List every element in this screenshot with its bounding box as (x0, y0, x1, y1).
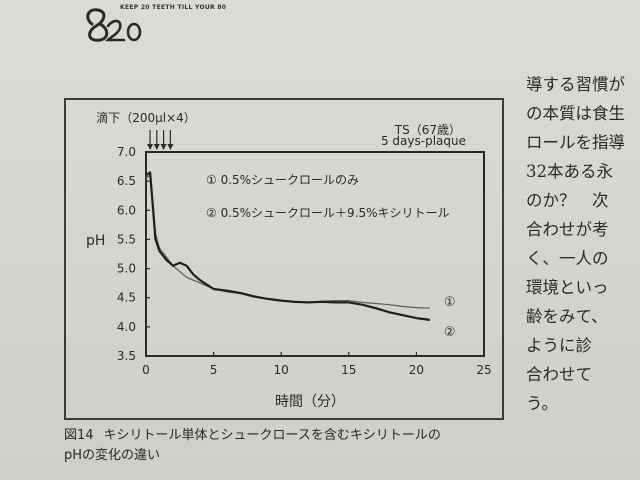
series-2-line (145, 171, 431, 321)
ph-line-chart: 滴下（200μl×4） TS（67歳） 5 days-plaque ① 0.5%… (86, 110, 492, 410)
plot-axes: 3.5 4.0 4.5 5.0 5.5 6.0 6.5 7.0 0 5 10 15 20 25 (117, 145, 492, 377)
x-tick-label: 10 (274, 363, 289, 377)
plot-box (145, 151, 485, 357)
x-tick-label: 25 (476, 363, 491, 377)
body-text-line: の本質は食生 (526, 104, 625, 123)
y-tick-label: 4.5 (117, 291, 136, 305)
logo-text: KEEP 20 TEETH TILL YOUR 80 (120, 4, 227, 11)
drop-arrowhead (160, 144, 167, 150)
y-axis-label: pH (86, 233, 105, 249)
drop-arrowhead (147, 144, 154, 150)
logo-8020-icon (86, 8, 142, 42)
x-tick-label: 5 (210, 363, 218, 377)
caption-line-2: pHの変化の違い (64, 448, 161, 463)
y-tick-label: 4.0 (117, 320, 136, 334)
legend-series-2: ② 0.5%シュークロール＋9.5%キシリトール (206, 206, 450, 220)
y-tick-label: 7.0 (117, 145, 136, 159)
drop-annotation-label: 滴下（200μl×4） (96, 110, 196, 125)
y-tick-label: 5.5 (117, 232, 136, 246)
body-text-line: 導する習慣が (526, 75, 625, 94)
y-tick-label: 6.0 (117, 203, 136, 217)
chart-frame: 滴下（200μl×4） TS（67歳） 5 days-plaque ① 0.5%… (64, 98, 504, 420)
body-text-line: のか？ 次 (526, 191, 609, 210)
y-tick-label: 3.5 (117, 349, 136, 363)
drop-arrowhead (153, 144, 160, 150)
body-text-line: 齢をみて、 (526, 307, 608, 326)
x-tick-label: 15 (341, 363, 356, 377)
body-text-line: 環境といっ (526, 278, 609, 297)
body-text-line: ロールを指導 (526, 133, 625, 152)
y-tick-label: 6.5 (117, 174, 136, 188)
x-tick-label: 0 (142, 363, 150, 377)
body-text-line: う。 (526, 394, 559, 413)
series-1-line (145, 174, 430, 309)
subject-label: TS（67歳） (394, 123, 461, 137)
body-text-line: 32本ある永 (526, 162, 613, 181)
figure-number: 図14 (64, 428, 94, 443)
body-text-column: 導する習慣が の本質は食生 ロールを指導 32本ある永 のか？ 次 合わせが考 … (526, 70, 640, 418)
x-tick-label: 20 (409, 363, 424, 377)
plaque-label: 5 days-plaque (381, 134, 466, 148)
drop-arrows (147, 130, 174, 150)
drop-arrowhead (167, 144, 174, 150)
series-2-end-label: ② (444, 325, 456, 340)
series-lines (145, 171, 431, 321)
y-tick-label: 5.0 (117, 262, 136, 276)
body-text-line: 合わせて (526, 365, 592, 384)
x-axis-label: 時間（分） (275, 394, 345, 410)
body-text-line: く、一人の (526, 249, 609, 268)
body-text-line: 合わせが考 (526, 220, 609, 239)
figure-caption: 図14 キシリトール単体とシュークロースを含むキシリトールの pHの変化の違い (64, 426, 504, 466)
legend-series-1: ① 0.5%シュークロールのみ (206, 173, 359, 187)
body-text-line: ように診 (526, 336, 592, 355)
series-1-end-label: ① (444, 295, 456, 310)
caption-line-1: キシリトール単体とシュークロースを含むキシリトールの (103, 428, 441, 443)
